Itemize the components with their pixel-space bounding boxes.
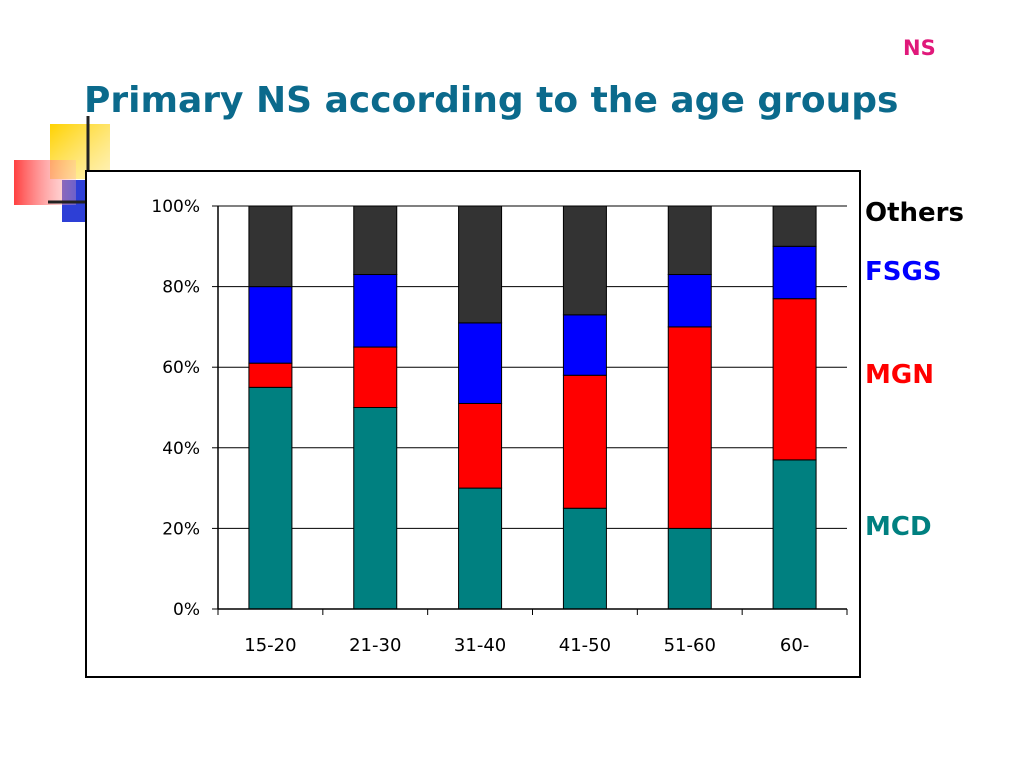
bar-segment-mgn — [353, 346, 398, 408]
bar-segment-mgn — [248, 362, 293, 388]
bar-segment-others — [562, 205, 607, 316]
bar-segment-others — [772, 205, 817, 247]
bar-segment-fsgs — [248, 286, 293, 364]
bar-segment-others — [667, 205, 712, 276]
bar-segment-mgn — [562, 374, 607, 509]
bar-segment-others — [353, 205, 398, 276]
legend-label-fsgs: FSGS — [865, 257, 942, 287]
y-tick-label: 80% — [162, 278, 200, 298]
bar-segment-others — [458, 205, 503, 324]
bar-segment-mcd — [562, 507, 607, 610]
y-tick-label: 20% — [162, 519, 200, 539]
bar-segment-fsgs — [562, 314, 607, 376]
bar-segment-mcd — [667, 527, 712, 610]
x-tick-label: 51-60 — [664, 635, 716, 656]
legend-label-mgn: MGN — [865, 360, 934, 390]
x-tick-label: 21-30 — [349, 635, 401, 656]
bar-segment-mgn — [458, 402, 503, 489]
x-tick-label: 31-40 — [454, 635, 506, 656]
x-tick-label: 15-20 — [244, 635, 296, 656]
y-tick-label: 0% — [173, 600, 200, 620]
bar-segment-mgn — [667, 326, 712, 529]
bar-segment-fsgs — [772, 245, 817, 300]
slide-title: Primary NS according to the age groups — [84, 80, 899, 121]
bar-segment-mcd — [248, 386, 293, 610]
y-tick-label: 40% — [162, 439, 200, 459]
x-tick-label: 60- — [780, 635, 809, 656]
bar-segment-fsgs — [667, 274, 712, 328]
bar-segment-fsgs — [458, 322, 503, 404]
x-tick-label: 41-50 — [559, 635, 611, 656]
bar-segment-mgn — [772, 298, 817, 461]
bar-segment-fsgs — [353, 274, 398, 348]
legend-label-mcd: MCD — [865, 512, 932, 542]
section-tag: NS — [903, 36, 936, 60]
y-tick-label: 60% — [162, 358, 200, 378]
bar-segment-mcd — [772, 459, 817, 610]
bar-segment-mcd — [458, 487, 503, 610]
bar-segment-mcd — [353, 407, 398, 610]
bar-segment-others — [248, 205, 293, 288]
y-tick-label: 100% — [151, 197, 200, 217]
legend-label-others: Others — [865, 198, 964, 228]
